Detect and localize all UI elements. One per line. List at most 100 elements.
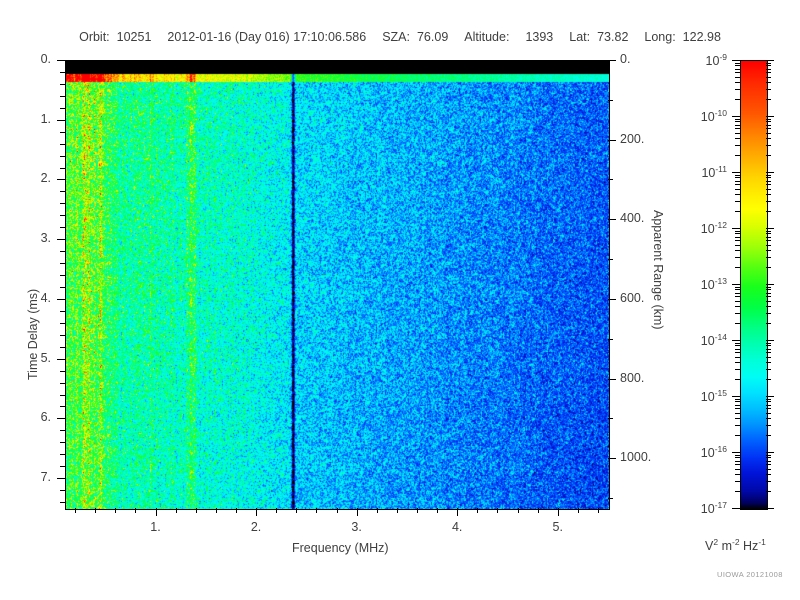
colorbar-minor-tick-left	[735, 461, 740, 462]
colorbar-minor-tick-right	[766, 457, 771, 458]
y-right-minor-tick	[608, 259, 613, 260]
colorbar-minor-tick-right	[766, 72, 771, 73]
y-right-tick-label: 800.	[620, 370, 645, 385]
colorbar-minor-tick-left	[735, 133, 740, 134]
colorbar-minor-tick-right	[766, 63, 771, 64]
colorbar-minor-tick-left	[735, 231, 740, 232]
y-axis-right-title: Apparent Range (km)	[651, 210, 665, 330]
colorbar-minor-tick-right	[766, 379, 771, 380]
y-left-minor-tick	[60, 323, 65, 324]
colorbar-minor-tick-left	[735, 77, 740, 78]
x-major-tick	[256, 508, 257, 516]
colorbar-mantissa: 10	[700, 446, 715, 461]
colorbar-exponent: -10	[714, 108, 727, 118]
colorbar-exponent: -16	[714, 444, 727, 454]
y-left-minor-tick	[60, 251, 65, 252]
x-minor-tick	[397, 508, 398, 513]
y-left-minor-tick	[60, 108, 65, 109]
colorbar-minor-tick-right	[766, 82, 771, 83]
colorbar-minor-tick-right	[766, 133, 771, 134]
colorbar-minor-tick-right	[766, 296, 771, 297]
colorbar-tick-label: 10-11	[701, 164, 727, 180]
colorbar-minor-tick-left	[735, 481, 740, 482]
x-minor-tick	[377, 508, 378, 513]
y-left-tick-label: 4.	[40, 290, 51, 305]
colorbar-minor-tick-left	[735, 287, 740, 288]
colorbar-major-tick-left	[732, 60, 740, 61]
x-tick-label: 5.	[552, 520, 563, 534]
colorbar-minor-tick-right	[766, 474, 771, 475]
colorbar-minor-tick-right	[766, 293, 771, 294]
colorbar-exponent: -11	[715, 164, 727, 174]
colorbar-mantissa: 10	[700, 502, 715, 517]
colorbar-minor-tick-right	[766, 201, 771, 202]
colorbar-minor-tick-right	[766, 77, 771, 78]
long-value: 122.98	[682, 30, 721, 44]
colorbar-minor-tick-left	[735, 125, 740, 126]
y-right-tick-label: 0.	[620, 52, 631, 66]
colorbar-minor-tick-right	[766, 349, 771, 350]
colorbar-minor-tick-right	[766, 184, 771, 185]
colorbar-major-tick-left	[732, 116, 740, 117]
colorbar-minor-tick-right	[766, 425, 771, 426]
y-left-minor-tick	[60, 263, 65, 264]
colorbar-minor-tick-left	[735, 418, 740, 419]
y-left-tick-label: 6.	[40, 410, 51, 425]
colorbar-major-tick-right	[766, 452, 774, 453]
lat-label: Lat:	[569, 30, 591, 44]
colorbar-minor-tick-left	[735, 177, 740, 178]
colorbar-minor-tick-right	[766, 231, 771, 232]
colorbar-minor-tick-right	[766, 99, 771, 100]
colorbar-minor-tick-right	[766, 469, 771, 470]
y-left-major-tick	[57, 418, 65, 419]
colorbar-minor-tick-right	[766, 369, 771, 370]
y-left-minor-tick	[60, 156, 65, 157]
y-left-minor-tick	[60, 347, 65, 348]
y-right-major-tick	[608, 60, 616, 61]
y-left-minor-tick	[60, 203, 65, 204]
colorbar-minor-tick-right	[766, 362, 771, 363]
y-left-minor-tick	[60, 287, 65, 288]
colorbar-minor-tick-left	[735, 267, 740, 268]
y-left-major-tick	[57, 120, 65, 121]
y-left-tick-label: 0.	[40, 52, 51, 66]
colorbar-minor-tick-right	[766, 125, 771, 126]
colorbar-major-tick-left	[732, 228, 740, 229]
colorbar-minor-tick-right	[766, 399, 771, 400]
y-left-minor-tick	[60, 96, 65, 97]
colorbar-minor-tick-right	[766, 138, 771, 139]
y-left-minor-tick	[60, 490, 65, 491]
sza-value: 76.09	[416, 30, 449, 44]
colorbar-minor-tick-right	[766, 65, 771, 66]
colorbar-minor-tick-left	[735, 293, 740, 294]
colorbar-minor-tick-left	[735, 343, 740, 344]
y-right-major-tick	[608, 219, 616, 220]
x-tick-label: 4.	[451, 520, 463, 534]
colorbar-minor-tick-left	[735, 323, 740, 324]
colorbar-tick-label: 10-14	[701, 332, 727, 348]
y-left-minor-tick	[60, 466, 65, 467]
unit-hertz-exponent: -1	[758, 537, 766, 547]
y-right-minor-tick	[608, 498, 613, 499]
colorbar-minor-tick-left	[735, 345, 740, 346]
unit-meter-exponent: -2	[731, 537, 740, 547]
x-minor-tick	[518, 508, 519, 513]
x-minor-tick	[437, 508, 438, 513]
colorbar-exponent: -14	[714, 332, 727, 342]
colorbar-minor-tick-right	[766, 435, 771, 436]
colorbar-tick-label: 10-17	[701, 500, 727, 516]
y-right-minor-tick	[608, 418, 613, 419]
colorbar-major-tick-right	[766, 396, 774, 397]
colorbar-major-tick-right	[766, 116, 774, 117]
y-left-minor-tick	[60, 168, 65, 169]
x-minor-tick	[115, 508, 116, 513]
colorbar-major-tick-left	[732, 172, 740, 173]
y-right-minor-tick	[608, 179, 613, 180]
y-right-minor-tick	[608, 339, 613, 340]
colorbar-exponent: -12	[714, 220, 727, 230]
colorbar-tick-label: 10-15	[701, 388, 727, 404]
colorbar-major-tick-right	[766, 172, 774, 173]
colorbar-tick-label: 10-9	[706, 52, 727, 68]
x-minor-tick	[497, 508, 498, 513]
y-left-tick-label: 1.	[40, 111, 51, 126]
